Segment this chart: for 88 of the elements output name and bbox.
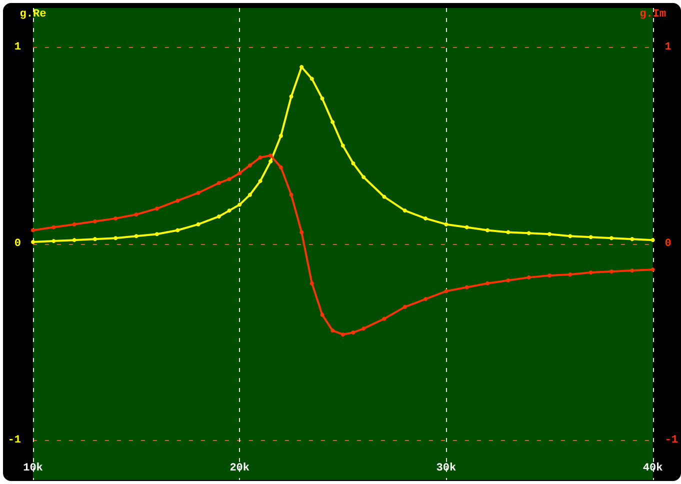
point bbox=[300, 230, 304, 234]
point bbox=[650, 268, 655, 272]
point bbox=[506, 230, 510, 234]
y-tick-label: 1 bbox=[14, 41, 22, 54]
point bbox=[340, 144, 345, 148]
y-tick-label: 0 bbox=[14, 238, 21, 250]
point bbox=[154, 232, 159, 236]
point bbox=[31, 228, 35, 232]
point bbox=[506, 278, 510, 282]
point bbox=[424, 297, 428, 302]
point bbox=[268, 159, 273, 164]
point bbox=[609, 270, 614, 274]
point bbox=[248, 192, 252, 197]
point bbox=[227, 177, 232, 182]
point bbox=[320, 312, 324, 317]
point bbox=[248, 163, 252, 168]
point bbox=[526, 275, 531, 280]
point bbox=[382, 194, 386, 199]
point bbox=[568, 272, 572, 276]
point bbox=[310, 76, 314, 81]
point bbox=[330, 120, 335, 124]
point bbox=[444, 222, 448, 226]
point bbox=[650, 238, 655, 242]
point bbox=[196, 190, 200, 195]
point bbox=[258, 155, 262, 160]
point bbox=[92, 219, 97, 224]
point bbox=[362, 326, 366, 331]
point bbox=[134, 234, 138, 238]
point bbox=[609, 236, 614, 240]
point bbox=[134, 212, 138, 216]
y2-tick-label: 1 bbox=[664, 41, 672, 54]
point bbox=[289, 192, 294, 197]
point bbox=[278, 165, 283, 170]
point bbox=[278, 134, 283, 138]
point bbox=[630, 268, 634, 273]
point bbox=[216, 214, 221, 218]
point bbox=[630, 237, 634, 242]
point bbox=[548, 232, 552, 236]
point bbox=[526, 231, 531, 236]
point bbox=[320, 96, 324, 100]
point bbox=[402, 208, 407, 213]
x-tick-label: 40k bbox=[642, 462, 664, 474]
y-axis-title: g.Re bbox=[20, 8, 47, 20]
point bbox=[268, 154, 273, 158]
point bbox=[351, 330, 356, 334]
point bbox=[588, 235, 593, 240]
point bbox=[568, 234, 572, 238]
point bbox=[154, 206, 159, 211]
point bbox=[238, 202, 242, 207]
point bbox=[176, 228, 180, 232]
point bbox=[351, 161, 356, 166]
point bbox=[72, 222, 76, 226]
y-tick-label: -1 bbox=[8, 434, 22, 447]
point bbox=[382, 316, 386, 321]
point bbox=[464, 285, 469, 290]
point bbox=[52, 225, 56, 230]
point bbox=[444, 289, 448, 294]
point bbox=[362, 175, 366, 180]
point bbox=[196, 222, 200, 226]
x-tick-label: 10k bbox=[23, 462, 44, 474]
y2-tick-label: 0 bbox=[664, 238, 672, 250]
point bbox=[72, 238, 76, 242]
point bbox=[464, 225, 469, 230]
point bbox=[588, 270, 593, 275]
point bbox=[216, 181, 221, 186]
point bbox=[486, 281, 490, 286]
point bbox=[176, 198, 180, 203]
point bbox=[486, 228, 490, 232]
point bbox=[340, 332, 345, 336]
x-tick-label: 30k bbox=[436, 462, 456, 474]
point bbox=[114, 216, 118, 220]
point bbox=[114, 236, 118, 240]
x-tick-label: 20k bbox=[230, 462, 250, 474]
y2-axis-title: g.Im bbox=[640, 8, 666, 20]
point bbox=[300, 65, 304, 69]
point bbox=[310, 281, 314, 286]
point bbox=[258, 179, 262, 184]
point bbox=[238, 171, 242, 176]
point bbox=[402, 304, 407, 309]
point bbox=[52, 239, 56, 244]
point bbox=[227, 208, 232, 213]
point bbox=[92, 237, 97, 242]
point bbox=[289, 94, 294, 98]
point bbox=[548, 273, 552, 278]
point bbox=[424, 216, 428, 220]
point bbox=[330, 328, 335, 333]
y2-tick-label: -1 bbox=[664, 434, 678, 447]
point bbox=[31, 240, 35, 244]
